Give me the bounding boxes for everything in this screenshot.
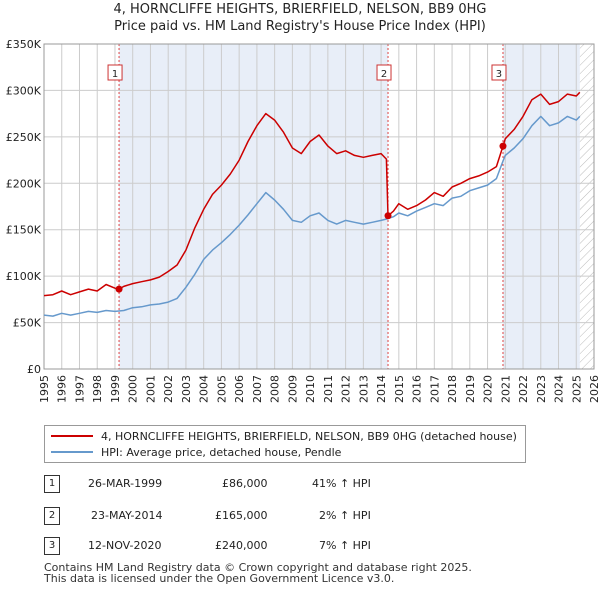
x-tick-label: 2006 [233,375,246,403]
x-tick-label: 2023 [535,375,548,403]
sale-point [115,285,123,293]
x-tick-label: 2015 [393,375,406,403]
sale-label: 2 [381,69,387,80]
transaction-number: 1 [44,475,60,493]
x-tick-label: 2004 [198,375,211,403]
x-tick-label: 2003 [180,375,193,403]
sale-label-box [107,64,123,81]
footer-licence: This data is licensed under the Open Gov… [44,572,395,585]
legend-item-blue: HPI: Average price, detached house, Pend… [51,444,341,460]
x-tick-label: 1995 [38,375,51,403]
price-chart: £0 £50K £100K £150K £200K £250K £300K £350K 1995… [6,38,600,403]
y-tick-label: £100K [6,270,42,283]
y-tick-label: £0 [27,363,41,376]
transaction-row: 1 26-MAR-1999 £86,000 41% ↑ HPI [44,475,564,493]
footer-copyright: Contains HM Land Registry data © Crown c… [44,561,472,574]
transaction-price: £240,000 [215,539,268,552]
sale-point [384,212,392,220]
legend-item-red: 4, HORNCLIFFE HEIGHTS, BRIERFIELD, NELSO… [51,428,517,444]
sale-label: 3 [496,69,502,80]
x-tick-label: 2002 [162,375,175,403]
footer: Contains HM Land Registry data © Crown c… [44,562,472,584]
x-tick-label: 2024 [553,375,566,403]
y-tick-label: £150K [6,224,42,237]
x-tick-label: 2008 [269,375,282,403]
transaction-date: 12-NOV-2020 [88,539,162,552]
x-tick-label: 2021 [499,375,512,403]
transaction-date: 23-MAY-2014 [91,509,163,522]
x-tick-label: 2007 [251,375,264,403]
x-tick-label: 2001 [144,375,157,403]
transaction-row: 2 23-MAY-2014 £165,000 2% ↑ HPI [44,507,564,525]
plot-area [43,43,595,370]
x-tick-label: 2022 [517,375,530,403]
x-tick-label: 1996 [56,375,69,403]
x-tick-label: 2005 [215,375,228,403]
legend-label-blue: HPI: Average price, detached house, Pend… [101,445,342,459]
legend: 4, HORNCLIFFE HEIGHTS, BRIERFIELD, NELSO… [44,425,526,463]
transaction-row: 3 12-NOV-2020 £240,000 7% ↑ HPI [44,537,564,555]
transaction-hpi: 7% ↑ HPI [319,539,371,552]
transaction-price: £165,000 [215,509,268,522]
x-tick-label: 2014 [375,375,388,403]
x-tick-label: 2020 [482,375,495,403]
shaded-region [502,44,580,369]
shaded-region [119,44,389,369]
x-tick-label: 1998 [91,375,104,403]
x-tick-label: 2016 [411,375,424,403]
sale-point [499,142,507,150]
sale-label: 1 [112,69,118,80]
x-tick-label: 2018 [446,375,459,403]
legend-swatch-red [51,435,93,437]
x-tick-label: 2000 [127,375,140,403]
series-line-hpi [44,115,581,317]
y-tick-label: £50K [13,317,42,330]
x-tick-label: 2012 [340,375,353,403]
sale-label-box [491,64,507,81]
forecast-hatch [579,44,594,369]
transaction-hpi: 41% ↑ HPI [312,477,371,490]
x-tick-label: 2025 [570,375,583,403]
x-tick-label: 2017 [428,375,441,403]
legend-label-red: 4, HORNCLIFFE HEIGHTS, BRIERFIELD, NELSO… [101,429,517,443]
transaction-date: 26-MAR-1999 [88,477,163,490]
chart-title-line1: 4, HORNCLIFFE HEIGHTS, BRIERFIELD, NELSO… [113,2,487,17]
transaction-hpi: 2% ↑ HPI [319,509,371,522]
x-tick-label: 2010 [304,375,317,403]
legend-swatch-blue [51,451,93,453]
y-tick-label: £200K [6,177,42,190]
y-tick-label: £350K [6,38,42,51]
chart-title-line2: Price paid vs. HM Land Registry's House … [114,19,486,34]
x-tick-label: 2026 [588,375,600,403]
x-tick-label: 2013 [357,375,370,403]
series-line-property [44,91,581,297]
x-tick-label: 2011 [322,375,335,403]
x-tick-label: 1999 [109,375,122,403]
x-tick-label: 1997 [73,375,86,403]
y-tick-label: £300K [6,84,42,97]
transaction-number: 3 [44,537,60,555]
x-tick-label: 2019 [464,375,477,403]
x-tick-label: 2009 [286,375,299,403]
transaction-number: 2 [44,507,60,525]
y-tick-label: £250K [6,131,42,144]
sale-label-box [376,64,392,81]
transaction-price: £86,000 [222,477,268,490]
